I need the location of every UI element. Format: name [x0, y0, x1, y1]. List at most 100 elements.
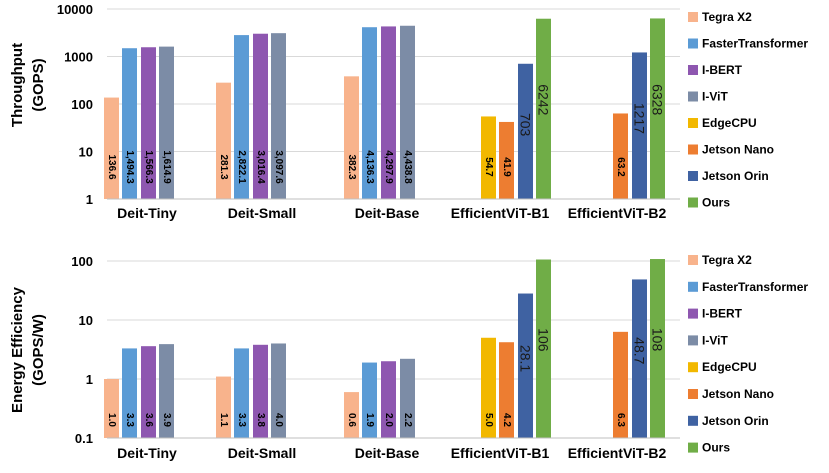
- data-label: 106: [536, 328, 552, 352]
- category-label: EfficientViT-B2: [568, 445, 667, 461]
- bar-edgecpu: [481, 116, 496, 199]
- legend-swatch: [688, 308, 698, 319]
- bar-jetson-nano: [499, 342, 514, 438]
- legend-swatch: [688, 171, 698, 181]
- data-label: 63.2: [615, 157, 626, 177]
- data-label: 281.3: [218, 154, 229, 179]
- legend-label: Jetson Orin: [702, 414, 769, 428]
- data-label: 1.9: [364, 413, 375, 427]
- y-tick-label: 10000: [57, 2, 93, 17]
- bar-i-bert: [381, 361, 396, 438]
- data-label: 1,566.3: [143, 150, 154, 184]
- bar-jetson-orin: [632, 279, 647, 438]
- legend-swatch: [688, 91, 698, 102]
- bar-i-vit: [400, 358, 415, 438]
- bar-i-bert: [141, 346, 156, 438]
- data-label: 136.6: [106, 154, 117, 179]
- y-axis-title-line-1: Throughput: [9, 43, 26, 127]
- bar-ours: [650, 259, 665, 438]
- category-label: EfficientViT-B1: [451, 205, 550, 221]
- y-tick-label: 1: [86, 192, 93, 207]
- data-label: 3.9: [161, 413, 172, 427]
- bar-tegra-x2: [104, 97, 119, 199]
- category-label: Deit-Base: [355, 205, 420, 221]
- y-tick-label: 0.1: [75, 431, 93, 446]
- category-label: Deit-Tiny: [117, 205, 177, 221]
- y-tick-label: 100: [71, 97, 93, 112]
- data-label: 2.0: [383, 413, 394, 427]
- bar-fastertransformer: [362, 362, 377, 438]
- category-label: Deit-Small: [228, 205, 296, 221]
- bar-i-bert: [381, 26, 396, 200]
- category-label: EfficientViT-B2: [568, 205, 667, 221]
- bar-tegra-x2: [216, 376, 231, 438]
- legend-swatch: [688, 144, 698, 155]
- bar-tegra-x2: [344, 76, 359, 199]
- bar-ours: [536, 18, 551, 199]
- bar-fastertransformer: [234, 35, 249, 200]
- y-tick-label: 1: [86, 372, 93, 387]
- data-label: 48.7: [632, 337, 648, 364]
- legend-swatch: [688, 118, 698, 128]
- bar-i-vit: [159, 46, 174, 199]
- legend-label: Ours: [702, 441, 730, 455]
- legend-label: EdgeCPU: [702, 360, 757, 374]
- legend: Tegra X2 FasterTransformer I-BERT I-ViT Edge…: [688, 10, 808, 210]
- legend-label: I-BERT: [702, 63, 743, 77]
- legend-label: I-ViT: [702, 333, 728, 347]
- data-label: 1217: [632, 103, 648, 134]
- data-label: 3.6: [143, 413, 154, 427]
- bar-fastertransformer: [362, 27, 377, 200]
- data-label: 6.3: [615, 413, 626, 427]
- data-label: 3.3: [124, 413, 135, 427]
- bar-i-vit: [271, 33, 286, 199]
- data-label: 3,097.6: [273, 150, 284, 184]
- data-label: 4,297.9: [383, 150, 394, 184]
- legend-swatch: [688, 335, 698, 346]
- data-label: 6242: [536, 84, 552, 115]
- legend-label: Tegra X2: [702, 253, 752, 267]
- data-label: 1.1: [218, 413, 229, 427]
- legend-swatch: [688, 255, 698, 265]
- category-label: Deit-Small: [228, 445, 296, 461]
- y-tick-label: 10: [79, 313, 93, 328]
- data-label: 4.2: [501, 413, 512, 427]
- legend-label: Ours: [702, 196, 730, 210]
- y-axis-title-line-1: Energy Efficiency: [9, 286, 26, 413]
- data-label: 0.6: [346, 413, 357, 427]
- y-tick-label: 10: [79, 145, 93, 160]
- legend-swatch: [688, 65, 698, 75]
- bar-jetson-orin: [518, 63, 533, 199]
- legend-label: FasterTransformer: [702, 37, 808, 51]
- legend-swatch: [688, 362, 698, 373]
- y-axis-title: Throughput (GOPS): [9, 43, 47, 127]
- data-label: 41.9: [501, 157, 512, 177]
- legend-label: Jetson Orin: [702, 169, 769, 183]
- bar-jetson-nano: [613, 113, 628, 199]
- category-label: Deit-Tiny: [117, 445, 177, 461]
- bar-i-vit: [159, 344, 174, 438]
- chart-panel-1: 1 10 100 1000 10000 Throughput (GOPS) 136.6 1,49…: [9, 2, 808, 221]
- legend-swatch: [688, 38, 698, 49]
- legend-label: I-BERT: [702, 307, 743, 321]
- bar-ours: [650, 18, 665, 199]
- bar-jetson-nano: [613, 331, 628, 438]
- bar-jetson-nano: [499, 121, 514, 199]
- bar-fastertransformer: [122, 48, 137, 199]
- data-label: 3.8: [255, 413, 266, 427]
- legend-label: Tegra X2: [702, 10, 752, 24]
- bar-fastertransformer: [234, 348, 249, 438]
- bar-ours: [536, 259, 551, 438]
- bar-edgecpu: [481, 337, 496, 438]
- data-label: 3.3: [236, 413, 247, 427]
- bar-jetson-orin: [632, 52, 647, 199]
- data-label: 4,438.8: [402, 150, 413, 184]
- bar-i-vit: [400, 25, 415, 200]
- legend-swatch: [688, 281, 698, 292]
- data-label: 54.7: [483, 157, 494, 177]
- legend-label: I-ViT: [702, 90, 728, 104]
- legend: Tegra X2 FasterTransformer I-BERT I-ViT Edge…: [688, 253, 808, 455]
- data-label: 1,494.3: [124, 150, 135, 184]
- data-label: 703: [518, 113, 534, 137]
